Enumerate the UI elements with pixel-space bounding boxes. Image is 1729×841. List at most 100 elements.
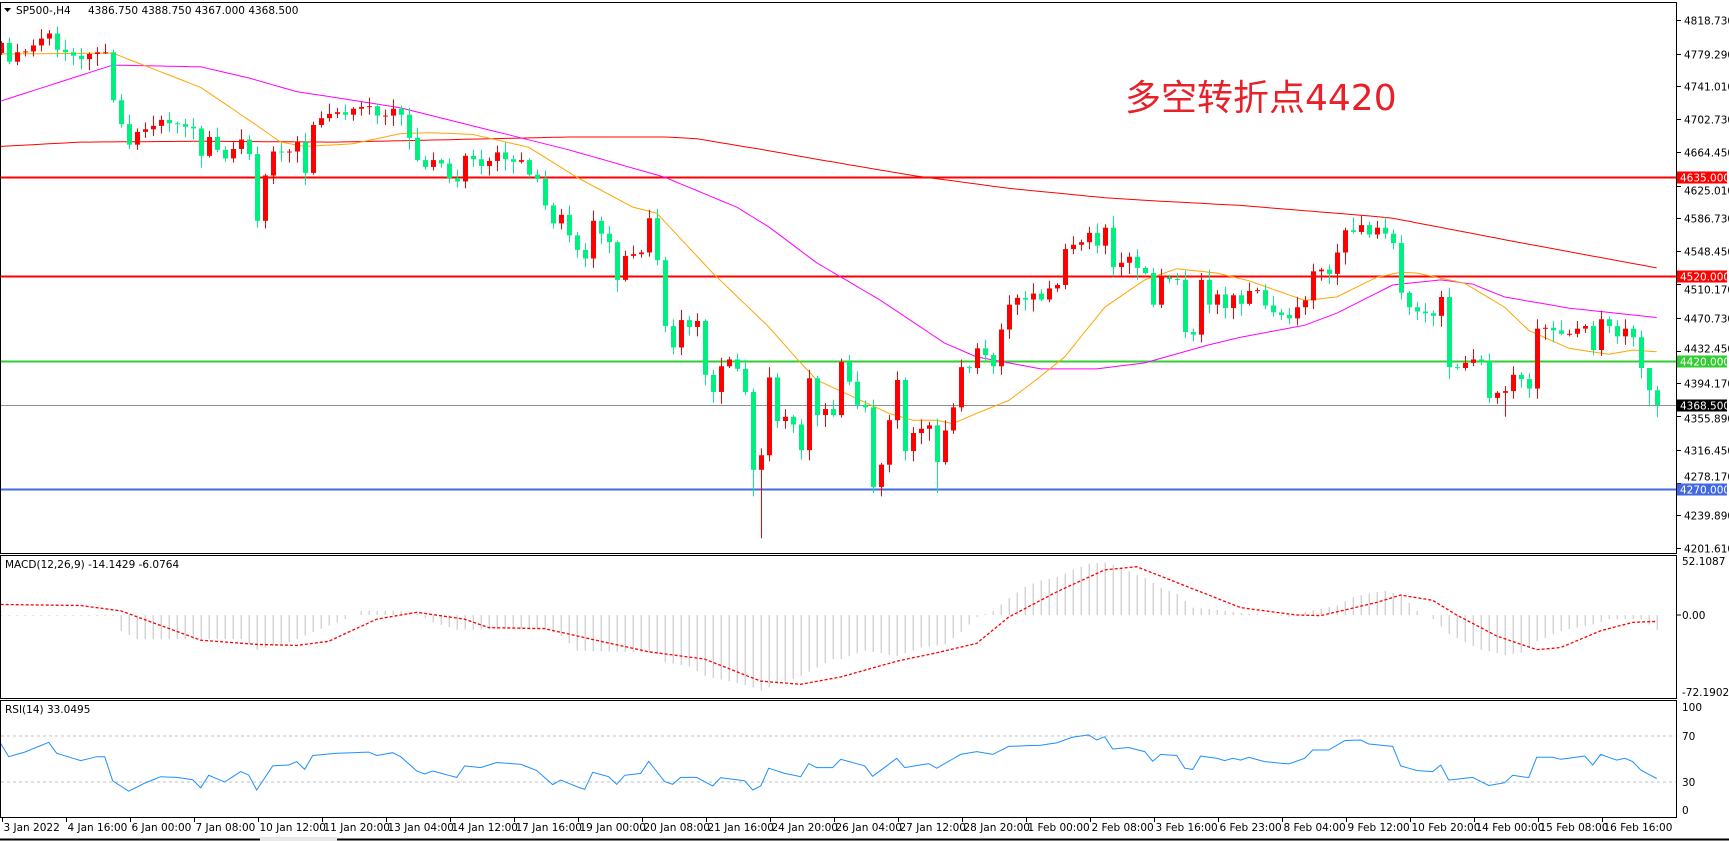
candle-body [119, 100, 124, 125]
time-axis-label: 6 Jan 00:00 [132, 822, 192, 834]
time-axis-label: 17 Jan 16:00 [516, 822, 582, 834]
candle-body [1167, 277, 1172, 280]
candle-body [399, 108, 404, 115]
candle-body [487, 160, 492, 167]
candle-body [287, 151, 292, 153]
candle [311, 121, 316, 175]
candle-body [1423, 311, 1428, 314]
candle [599, 216, 604, 244]
candle [1623, 319, 1628, 345]
candle [399, 105, 404, 126]
time-axis-label: 9 Feb 12:00 [1348, 822, 1410, 834]
candle [1039, 289, 1044, 302]
time-axis-label: 3 Jan 2022 [4, 822, 60, 834]
candle-body [1263, 290, 1268, 306]
candle [1263, 284, 1268, 309]
candle-body [1271, 305, 1276, 313]
triangle-down-icon[interactable] [4, 8, 11, 12]
candle [1071, 236, 1076, 255]
candle-body [7, 42, 12, 62]
time-axis[interactable]: 3 Jan 2022 4 Jan 16:00 6 Jan 00:00 7 Jan 08… [2, 818, 1673, 834]
candle [1335, 243, 1340, 286]
rsi-panel[interactable] [0, 700, 1677, 818]
candle-body [1151, 273, 1156, 305]
candle [527, 158, 532, 178]
candle-body [407, 114, 412, 138]
price-axis[interactable]: 4818.730 4779.290 4741.010 4702.730 4664.450… [1677, 16, 1729, 556]
candle-body [1031, 293, 1036, 300]
candle-body [327, 113, 332, 119]
time-axis-label: 6 Feb 23:00 [1220, 822, 1282, 834]
candle-body [471, 155, 476, 160]
time-axis-label: 19 Jan 00:00 [580, 822, 646, 834]
macd-axis-zero: 0.00 [1682, 610, 1705, 622]
candle-body [1551, 327, 1556, 331]
level-tag-bg [1677, 399, 1727, 412]
candle [1455, 363, 1460, 370]
candle [55, 26, 60, 58]
candle [1535, 319, 1540, 399]
candle [1591, 320, 1596, 356]
candle [1199, 273, 1204, 343]
candle [431, 152, 436, 171]
price-axis-label: 4741.010 [1684, 82, 1729, 94]
candle-body [1591, 326, 1596, 351]
candle-body [575, 235, 580, 250]
candle [471, 149, 476, 167]
candle-body [1079, 242, 1084, 245]
candle-body [1135, 256, 1140, 268]
candle [159, 115, 164, 134]
candle [495, 145, 500, 172]
candle [271, 146, 276, 185]
candle [1063, 243, 1068, 290]
candle [735, 353, 740, 372]
candle-body [783, 416, 788, 422]
candle [1279, 308, 1284, 321]
candle [1655, 385, 1660, 418]
candle-body [999, 329, 1004, 367]
candle-body [1455, 367, 1460, 369]
time-axis-label: 3 Feb 16:00 [1156, 822, 1218, 834]
candle-body [1639, 337, 1644, 368]
candle-body [503, 152, 508, 160]
candle-body [623, 255, 628, 280]
candle [967, 365, 972, 374]
main-price-panel[interactable] [0, 2, 1677, 554]
candle-body [359, 107, 364, 109]
macd-axis-max: 52.1087 [1682, 556, 1725, 568]
candle-body [79, 55, 84, 60]
price-axis-label: 4432.450 [1684, 344, 1729, 356]
candle-body [1183, 279, 1188, 333]
price-axis-label: 4779.290 [1684, 50, 1729, 62]
candle-body [863, 404, 868, 408]
candle-body [1487, 361, 1492, 398]
candle-body [1215, 294, 1220, 305]
candle [7, 37, 12, 65]
candle-body [447, 163, 452, 179]
candle [1231, 293, 1236, 320]
level-tag-label: 4420.000 [1680, 357, 1729, 369]
candle-body [943, 430, 948, 463]
candle-body [951, 407, 956, 431]
candle-body [351, 108, 356, 115]
macd-panel[interactable] [0, 555, 1677, 699]
candle [1167, 274, 1172, 284]
candle [423, 155, 428, 170]
candle [215, 127, 220, 153]
candle-body [143, 129, 148, 132]
candle [279, 142, 284, 162]
time-axis-label: 21 Jan 16:00 [708, 822, 774, 834]
candle [295, 136, 300, 163]
candle-body [1287, 314, 1292, 319]
chart-tab[interactable] [260, 837, 337, 841]
candle [303, 132, 308, 185]
candle [551, 202, 556, 229]
candle-body [103, 52, 108, 54]
price-axis-label: 4316.450 [1684, 446, 1729, 458]
candle-body [1111, 227, 1116, 268]
candle [1287, 308, 1292, 325]
candle [143, 122, 148, 138]
time-axis-label: 7 Jan 08:00 [196, 822, 256, 834]
candle [1447, 287, 1452, 380]
